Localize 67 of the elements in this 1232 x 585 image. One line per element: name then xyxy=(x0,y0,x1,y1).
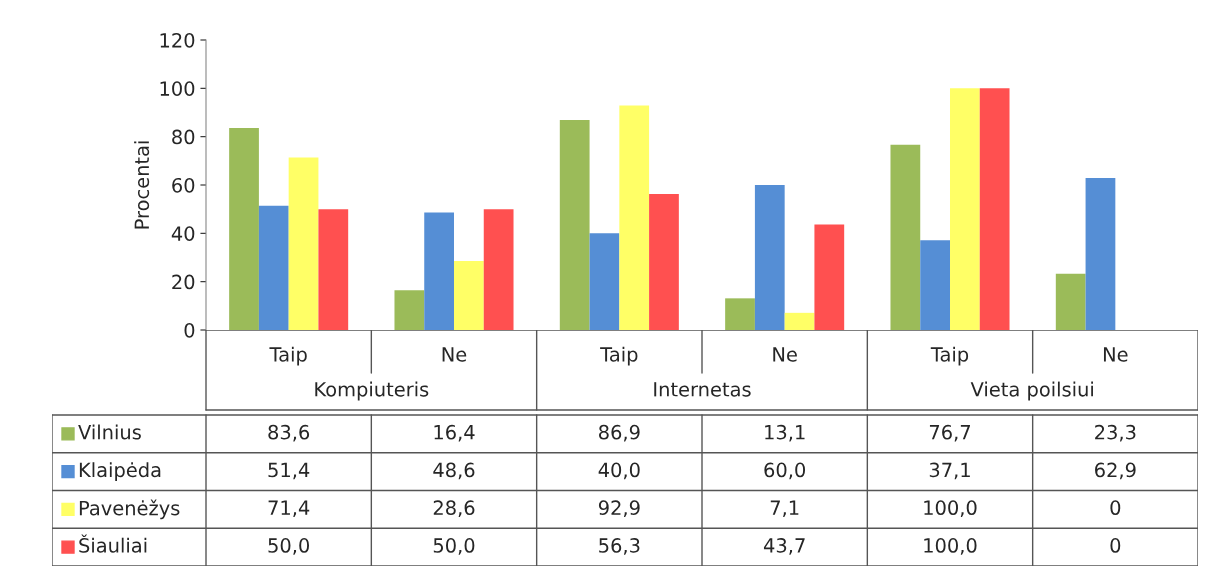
text: Kompiuteris xyxy=(315,381,429,401)
bar xyxy=(920,240,950,330)
y-tick-label: 100 xyxy=(160,81,195,96)
bar xyxy=(559,119,590,330)
y-axis-title: Procentai xyxy=(134,141,150,229)
legend-label: Vilnius xyxy=(78,424,141,440)
bar xyxy=(454,260,484,330)
bar xyxy=(979,88,1010,330)
bar xyxy=(258,205,289,330)
bar xyxy=(483,209,514,330)
data-label: 56,3 xyxy=(599,538,640,555)
x-tick-label: Taip xyxy=(600,346,638,366)
y-tick-label: 20 xyxy=(172,274,195,290)
data-label: 0 xyxy=(1110,500,1121,516)
bar xyxy=(890,144,921,330)
data-label: 48,6 xyxy=(433,462,475,480)
y-tick-label: 80 xyxy=(172,129,195,145)
data-label: 7,1 xyxy=(770,500,799,517)
bar xyxy=(229,127,259,330)
data-label: 16,4 xyxy=(434,424,475,442)
bar xyxy=(725,298,755,330)
y-tick-label: 120 xyxy=(160,32,195,48)
bar xyxy=(589,233,620,330)
bar xyxy=(288,157,319,330)
data-label: 100,0 xyxy=(924,538,977,555)
bar xyxy=(814,224,845,330)
y-tick-label: 0 xyxy=(184,322,195,338)
text: Vieta poilsiui xyxy=(970,381,1093,401)
data-label: 23,3 xyxy=(1095,424,1136,442)
data-label: 71,4 xyxy=(268,500,310,517)
data-label: 51,4 xyxy=(268,462,310,480)
legend-label: Pavenėžys xyxy=(79,499,180,520)
data-label: 50,0 xyxy=(433,538,475,555)
data-label: 40,0 xyxy=(598,462,640,480)
data-label: 83,6 xyxy=(268,424,310,442)
data-label: 76,7 xyxy=(929,424,970,442)
data-label: 60,0 xyxy=(764,462,806,480)
data-label: 50,0 xyxy=(268,538,310,555)
data-label: 86,9 xyxy=(599,424,640,442)
data-label: 62,9 xyxy=(1095,462,1136,480)
x-tick-label: Ne xyxy=(442,347,467,362)
data-label: 100,0 xyxy=(924,500,977,517)
data-label: 13,1 xyxy=(765,424,805,442)
bar xyxy=(1085,177,1116,330)
data-label: 28,6 xyxy=(433,500,475,517)
bar xyxy=(394,290,425,330)
data-label: 0 xyxy=(1110,538,1121,553)
x-tick-label: Taip xyxy=(269,346,307,366)
bar xyxy=(784,312,815,330)
bar xyxy=(754,185,785,330)
y-tick-label: 60 xyxy=(172,177,195,193)
bar xyxy=(649,193,679,330)
legend-label: Šiauliai xyxy=(79,534,147,553)
legend-label: Klaipėda xyxy=(79,462,161,482)
bar xyxy=(424,212,454,330)
x-tick-label: Ne xyxy=(773,347,797,362)
data-label: 43,7 xyxy=(763,538,805,555)
bar xyxy=(318,209,349,330)
bar xyxy=(950,88,980,330)
y-tick-label: 40 xyxy=(171,226,195,241)
bar xyxy=(619,105,650,330)
data-label: 37,1 xyxy=(929,462,970,480)
bar xyxy=(1055,273,1086,330)
data-label: 92,9 xyxy=(598,500,640,517)
x-tick-label: Taip xyxy=(930,346,969,366)
x-tick-label: Ne xyxy=(1103,347,1128,362)
text: Internetas xyxy=(654,382,751,397)
